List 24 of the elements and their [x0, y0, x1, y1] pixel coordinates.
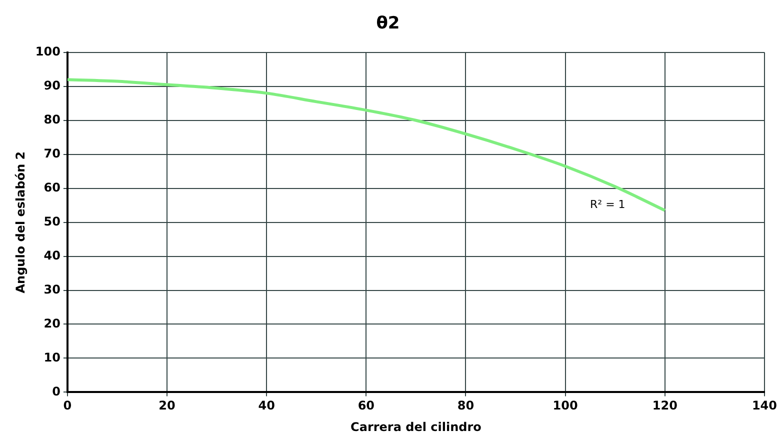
y-tick-label: 50: [44, 214, 60, 228]
x-tick-label: 20: [158, 398, 176, 413]
x-tick-label: 80: [457, 398, 474, 413]
x-axis-title: Carrera del cilindro: [350, 420, 482, 434]
x-tick-label: 120: [652, 398, 678, 413]
y-tick-label: 20: [44, 316, 60, 330]
y-tick-label: 80: [44, 112, 60, 126]
chart-title: θ2: [376, 14, 400, 34]
line-series: [67, 78, 666, 212]
annotation: R² = 1: [590, 198, 626, 212]
x-tick-label: 60: [358, 398, 375, 413]
y-tick-label: 0: [52, 384, 60, 398]
y-tick-label: 40: [44, 248, 60, 262]
y-tick-label: 60: [44, 180, 60, 194]
y-axis-title: Angulo del eslabón 2: [13, 151, 28, 294]
y-tick-label: 90: [44, 78, 60, 93]
y-tick-label: 100: [35, 44, 60, 59]
y-tick-label: 70: [44, 146, 60, 160]
x-tick-label: 40: [258, 398, 275, 413]
y-tick-label: 10: [44, 350, 60, 364]
y-tick-label: 30: [44, 282, 60, 296]
x-tick-label: 100: [552, 398, 578, 413]
x-tick-label: 140: [752, 398, 778, 413]
x-tick-label: 0: [63, 398, 72, 413]
